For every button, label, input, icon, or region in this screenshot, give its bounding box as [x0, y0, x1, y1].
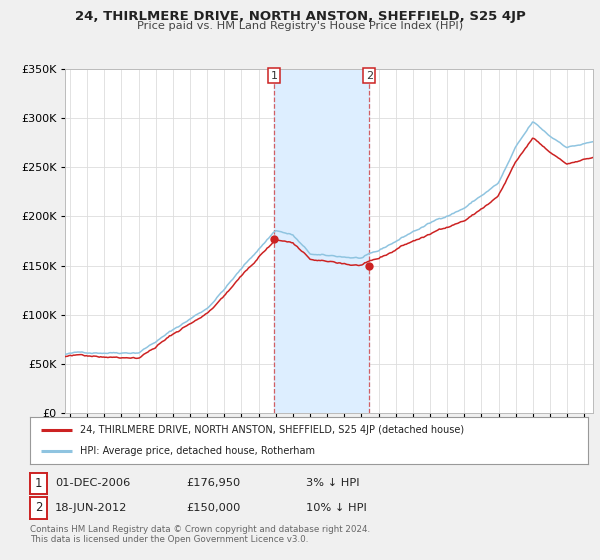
Text: 24, THIRLMERE DRIVE, NORTH ANSTON, SHEFFIELD, S25 4JP (detached house): 24, THIRLMERE DRIVE, NORTH ANSTON, SHEFF…: [80, 424, 464, 435]
Bar: [274, 69, 369, 413]
Text: 10% ↓ HPI: 10% ↓ HPI: [306, 503, 367, 513]
Text: 18-JUN-2012: 18-JUN-2012: [55, 503, 128, 513]
Text: Contains HM Land Registry data © Crown copyright and database right 2024.: Contains HM Land Registry data © Crown c…: [30, 525, 370, 534]
Text: £150,000: £150,000: [186, 503, 241, 513]
Text: 1: 1: [35, 477, 42, 490]
Text: Price paid vs. HM Land Registry's House Price Index (HPI): Price paid vs. HM Land Registry's House …: [137, 21, 463, 31]
Text: 3% ↓ HPI: 3% ↓ HPI: [306, 478, 359, 488]
Text: 1: 1: [271, 71, 278, 81]
Text: 2: 2: [35, 501, 42, 515]
Text: 2: 2: [365, 71, 373, 81]
Text: £176,950: £176,950: [186, 478, 240, 488]
Text: 01-DEC-2006: 01-DEC-2006: [55, 478, 130, 488]
Text: HPI: Average price, detached house, Rotherham: HPI: Average price, detached house, Roth…: [80, 446, 315, 456]
Text: 24, THIRLMERE DRIVE, NORTH ANSTON, SHEFFIELD, S25 4JP: 24, THIRLMERE DRIVE, NORTH ANSTON, SHEFF…: [74, 10, 526, 23]
Text: This data is licensed under the Open Government Licence v3.0.: This data is licensed under the Open Gov…: [30, 535, 308, 544]
